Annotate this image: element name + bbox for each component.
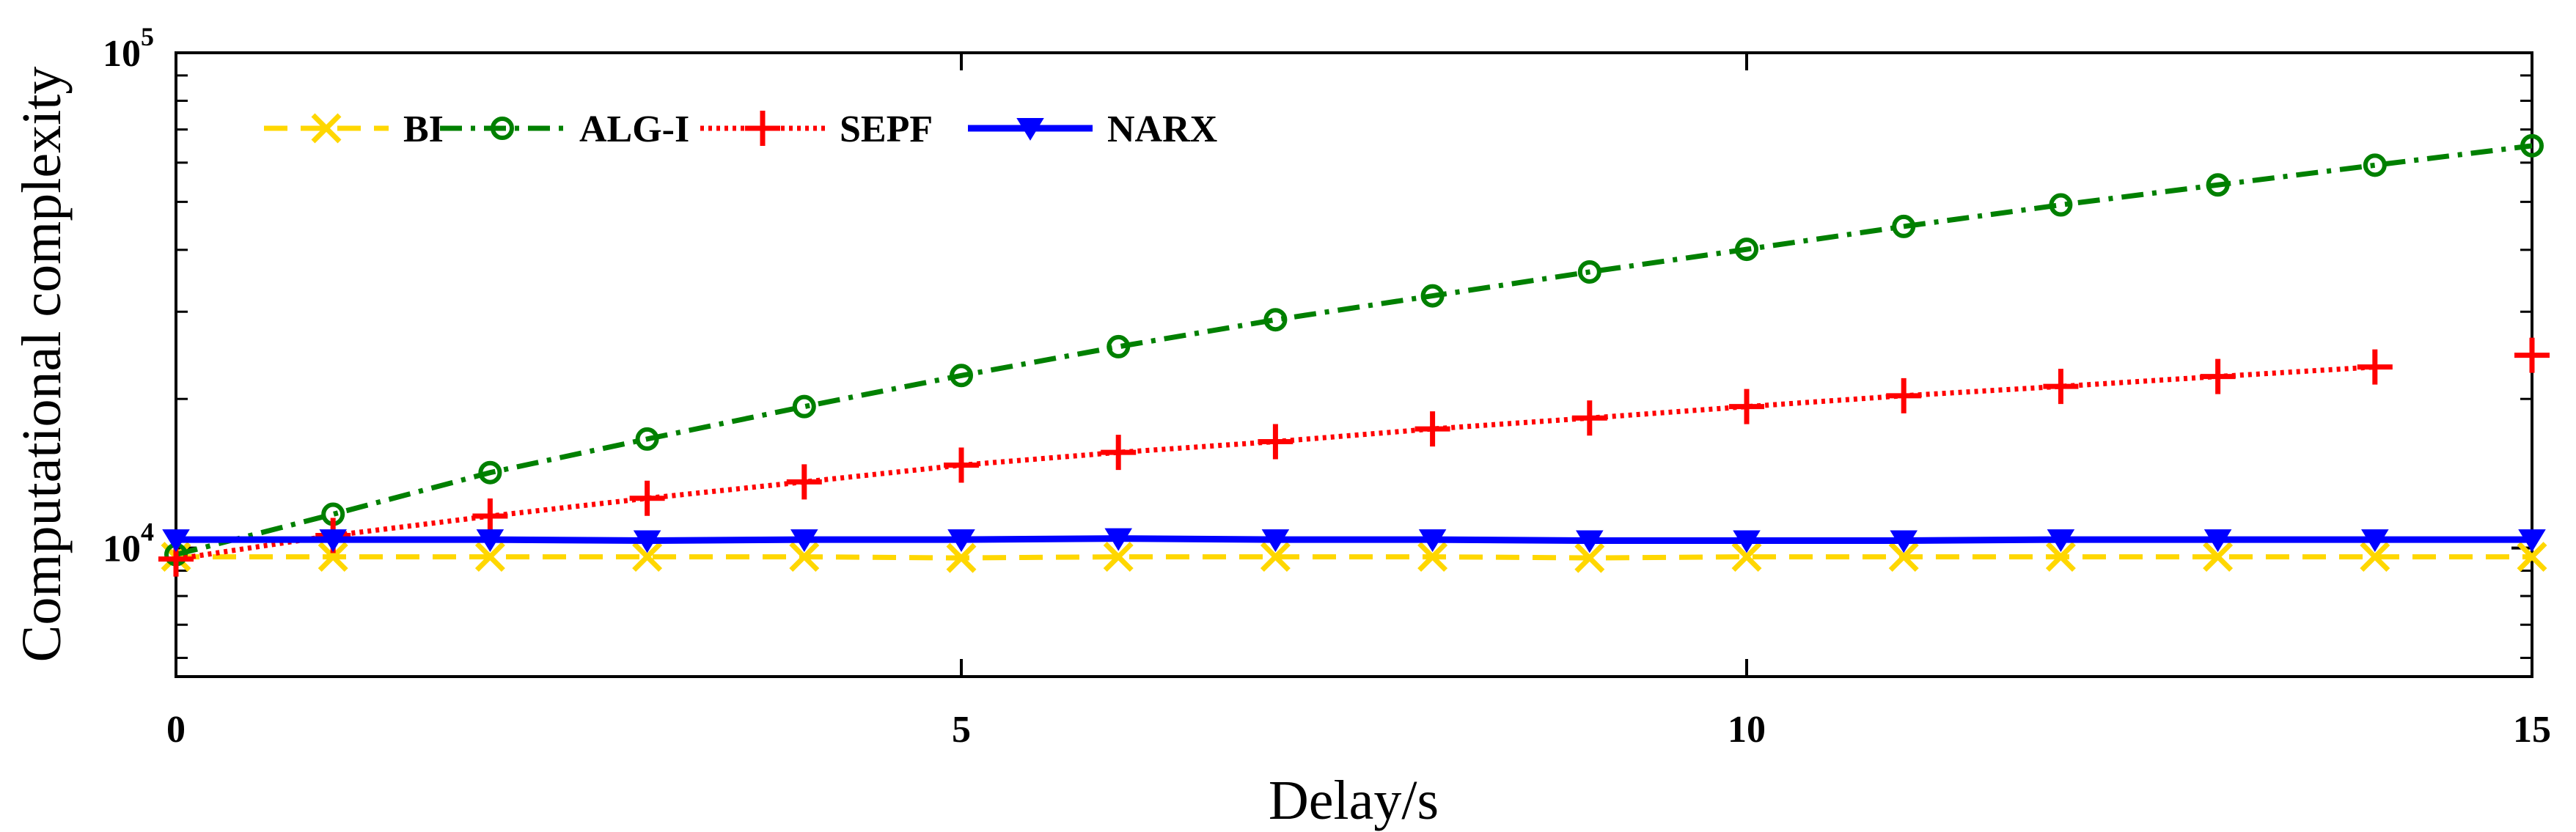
data-point <box>629 480 665 516</box>
series-bi <box>161 542 2547 573</box>
data-point <box>1414 411 1450 447</box>
legend-label: NARX <box>1107 108 1217 150</box>
data-point <box>947 529 975 553</box>
data-point <box>162 529 190 553</box>
x-tick-label: 0 <box>166 709 186 751</box>
data-point <box>1729 389 1764 424</box>
legend: BI ALG-I SEPF NARX <box>264 108 1217 150</box>
data-point <box>1260 542 1291 573</box>
x-axis-label: Delay/s <box>1269 770 1439 831</box>
series-sepf <box>158 337 2550 577</box>
legend-label: BI <box>403 108 444 150</box>
data-point <box>1574 542 1605 573</box>
data-point <box>792 394 816 419</box>
data-point <box>474 542 505 573</box>
legend-marker <box>745 111 780 146</box>
legend-marker <box>311 113 342 144</box>
legend-marker <box>1016 118 1044 141</box>
legend-label: ALG-I <box>579 108 689 150</box>
data-point <box>1892 214 1916 238</box>
data-point <box>2203 542 2234 573</box>
data-point <box>1576 530 1604 553</box>
data-point <box>946 542 977 573</box>
data-point <box>2357 349 2393 385</box>
data-point <box>950 364 973 388</box>
legend-marker <box>491 117 514 140</box>
series-alg-i <box>164 133 2544 567</box>
data-point <box>789 542 820 573</box>
data-point <box>2518 529 2546 553</box>
data-point <box>2203 529 2232 553</box>
data-point <box>1261 529 1290 553</box>
data-point <box>1417 542 1448 573</box>
y-axis-label: Computational complexity <box>11 67 73 663</box>
data-point <box>1577 259 1601 284</box>
data-point <box>2043 369 2079 405</box>
data-point <box>1418 529 1447 553</box>
data-point <box>2517 542 2547 573</box>
legend-label: SEPF <box>840 108 933 150</box>
legend-item: ALG-I <box>440 108 689 150</box>
data-point <box>478 460 502 485</box>
data-point <box>2045 542 2076 573</box>
series-line <box>175 143 2533 557</box>
x-tick-label: 10 <box>1728 709 1766 751</box>
data-point <box>1731 542 1762 573</box>
axis-ticks: 0 5 10 15 104 105 <box>103 22 2551 751</box>
plot-frame <box>175 51 2533 678</box>
data-point <box>2360 542 2390 573</box>
data-point <box>2520 133 2544 158</box>
legend-item: NARX <box>968 108 1217 150</box>
legend-item: BI <box>264 108 444 150</box>
data-point <box>476 529 504 553</box>
data-point <box>472 498 508 534</box>
data-point <box>944 447 979 483</box>
data-point <box>1571 400 1607 436</box>
data-point <box>2047 529 2075 553</box>
data-point <box>1420 284 1445 308</box>
data-point <box>2200 358 2236 394</box>
series-narx <box>162 528 2546 553</box>
data-point <box>2363 153 2387 177</box>
data-point <box>1107 334 1131 358</box>
data-point <box>635 427 659 451</box>
y-tick-label: 104 <box>103 518 154 570</box>
data-point <box>790 529 818 553</box>
data-point <box>319 529 347 553</box>
data-point <box>2361 529 2389 553</box>
data-point <box>2514 337 2550 373</box>
data-point <box>2206 173 2230 197</box>
series-line <box>176 554 2532 561</box>
series-layer <box>158 133 2550 577</box>
data-point <box>786 464 822 500</box>
data-point <box>318 542 348 573</box>
y-tick-label: 105 <box>103 22 154 75</box>
legend-item: SEPF <box>700 108 933 150</box>
data-point <box>1735 238 1758 262</box>
data-point <box>1104 528 1132 551</box>
data-point <box>1263 308 1288 332</box>
x-tick-label: 5 <box>952 709 971 751</box>
x-tick-label: 15 <box>2513 709 2551 751</box>
data-point <box>632 542 663 573</box>
data-point <box>1888 542 1919 573</box>
data-point <box>1890 530 1918 553</box>
data-point <box>1101 435 1137 471</box>
data-point <box>633 530 661 553</box>
data-point <box>2049 193 2073 217</box>
series-line <box>176 535 2532 544</box>
data-point <box>1258 424 1293 460</box>
data-point <box>1733 530 1761 553</box>
data-point <box>1886 378 1922 413</box>
data-point <box>1103 542 1134 573</box>
